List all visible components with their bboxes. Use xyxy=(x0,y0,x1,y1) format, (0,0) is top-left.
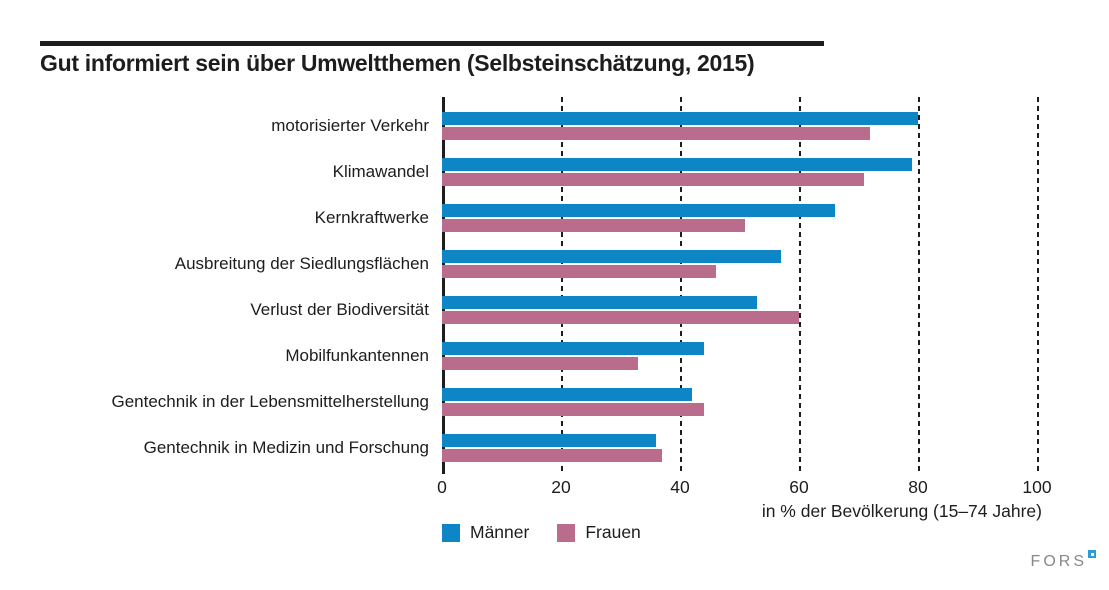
bar-group xyxy=(442,342,704,370)
row-mobilfunkantennen: Mobilfunkantennen xyxy=(0,333,1042,379)
gridline-100 xyxy=(1037,97,1039,474)
row-klimawandel: Klimawandel xyxy=(0,149,1042,195)
bar-group xyxy=(442,434,663,462)
gridline-40 xyxy=(680,97,682,474)
bar-group xyxy=(442,250,782,278)
category-label: Klimawandel xyxy=(332,162,429,181)
x-tick-label-100: 100 xyxy=(1022,477,1052,497)
bar-frauen-gentechnik-in-der-lebensmittelherstellung xyxy=(442,403,704,416)
bar-frauen-mobilfunkantennen xyxy=(442,357,639,370)
legend: Männer Frauen xyxy=(442,522,669,543)
bar-frauen-klimawandel xyxy=(442,173,865,186)
legend-item-maenner: Männer xyxy=(442,522,529,543)
bar-maenner-motorisierter-verkehr xyxy=(442,112,918,125)
bar-maenner-gentechnik-in-medizin-und-forschung xyxy=(442,434,657,447)
row-kernkraftwerke: Kernkraftwerke xyxy=(0,195,1042,241)
gridline-80 xyxy=(918,97,920,474)
fors-logo-square-icon xyxy=(1088,550,1096,558)
legend-label: Männer xyxy=(470,522,530,542)
category-label: Verlust der Biodiversität xyxy=(250,300,429,319)
bar-maenner-ausbreitung-der-siedlungsflaechen xyxy=(442,250,782,263)
bar-frauen-verlust-der-biodiversitaet xyxy=(442,311,799,324)
bar-maenner-gentechnik-in-der-lebensmittelherstellung xyxy=(442,388,692,401)
bar-maenner-mobilfunkantennen xyxy=(442,342,704,355)
x-tick-label-60: 60 xyxy=(789,477,809,497)
row-gentechnik-in-medizin-und-forschung: Gentechnik in Medizin und Forschung xyxy=(0,425,1042,471)
bar-frauen-gentechnik-in-medizin-und-forschung xyxy=(442,449,663,462)
bar-maenner-kernkraftwerke xyxy=(442,204,835,217)
bar-frauen-kernkraftwerke xyxy=(442,219,746,232)
category-label: Kernkraftwerke xyxy=(314,208,429,227)
x-axis-tick-labels: 0 20 40 60 80 100 xyxy=(437,477,1051,499)
x-tick-label-40: 40 xyxy=(670,477,690,497)
bar-maenner-verlust-der-biodiversitaet xyxy=(442,296,758,309)
title-rule xyxy=(40,41,824,46)
bar-frauen-ausbreitung-der-siedlungsflaechen xyxy=(442,265,716,278)
row-gentechnik-in-der-lebensmittelherstellung: Gentechnik in der Lebensmittelherstellun… xyxy=(0,379,1042,425)
bar-group xyxy=(442,388,704,416)
row-verlust-der-biodiversitaet: Verlust der Biodiversität xyxy=(0,287,1042,333)
x-tick-label-20: 20 xyxy=(551,477,571,497)
bar-group xyxy=(442,296,799,324)
row-ausbreitung-der-siedlungsflaechen: Ausbreitung der Siedlungsflächen xyxy=(0,241,1042,287)
bar-frauen-motorisierter-verkehr xyxy=(442,127,871,140)
bar-maenner-klimawandel xyxy=(442,158,913,171)
category-label: Gentechnik in der Lebensmittelherstellun… xyxy=(111,392,429,411)
bar-group xyxy=(442,112,918,140)
legend-label: Frauen xyxy=(585,522,641,542)
bar-group xyxy=(442,158,913,186)
chart-title: Gut informiert sein über Umweltthemen (S… xyxy=(40,50,755,76)
x-axis-caption: in % der Bevölkerung (15–74 Jahre) xyxy=(761,501,1042,521)
gridline-20 xyxy=(561,97,563,474)
x-tick-label-0: 0 xyxy=(437,477,447,497)
category-label: Ausbreitung der Siedlungsflächen xyxy=(174,254,429,273)
category-label: Gentechnik in Medizin und Forschung xyxy=(143,438,429,457)
category-label: motorisierter Verkehr xyxy=(271,116,429,135)
gridline-60 xyxy=(799,97,801,474)
legend-swatch-maenner xyxy=(442,523,460,542)
fors-logo-text: FORS xyxy=(1030,553,1087,570)
plot-area xyxy=(442,97,1042,474)
legend-swatch-frauen xyxy=(557,523,576,542)
legend-item-frauen: Frauen xyxy=(557,522,641,543)
x-tick-label-80: 80 xyxy=(908,477,928,497)
fors-logo: FORS xyxy=(1031,549,1096,570)
bar-rows: motorisierter Verkehr Klimawandel Kernkraf… xyxy=(0,103,1042,471)
row-motorisierter-verkehr: motorisierter Verkehr xyxy=(0,103,1042,149)
bar-group xyxy=(442,204,835,232)
category-label: Mobilfunkantennen xyxy=(285,346,429,365)
y-axis-line xyxy=(442,97,445,474)
